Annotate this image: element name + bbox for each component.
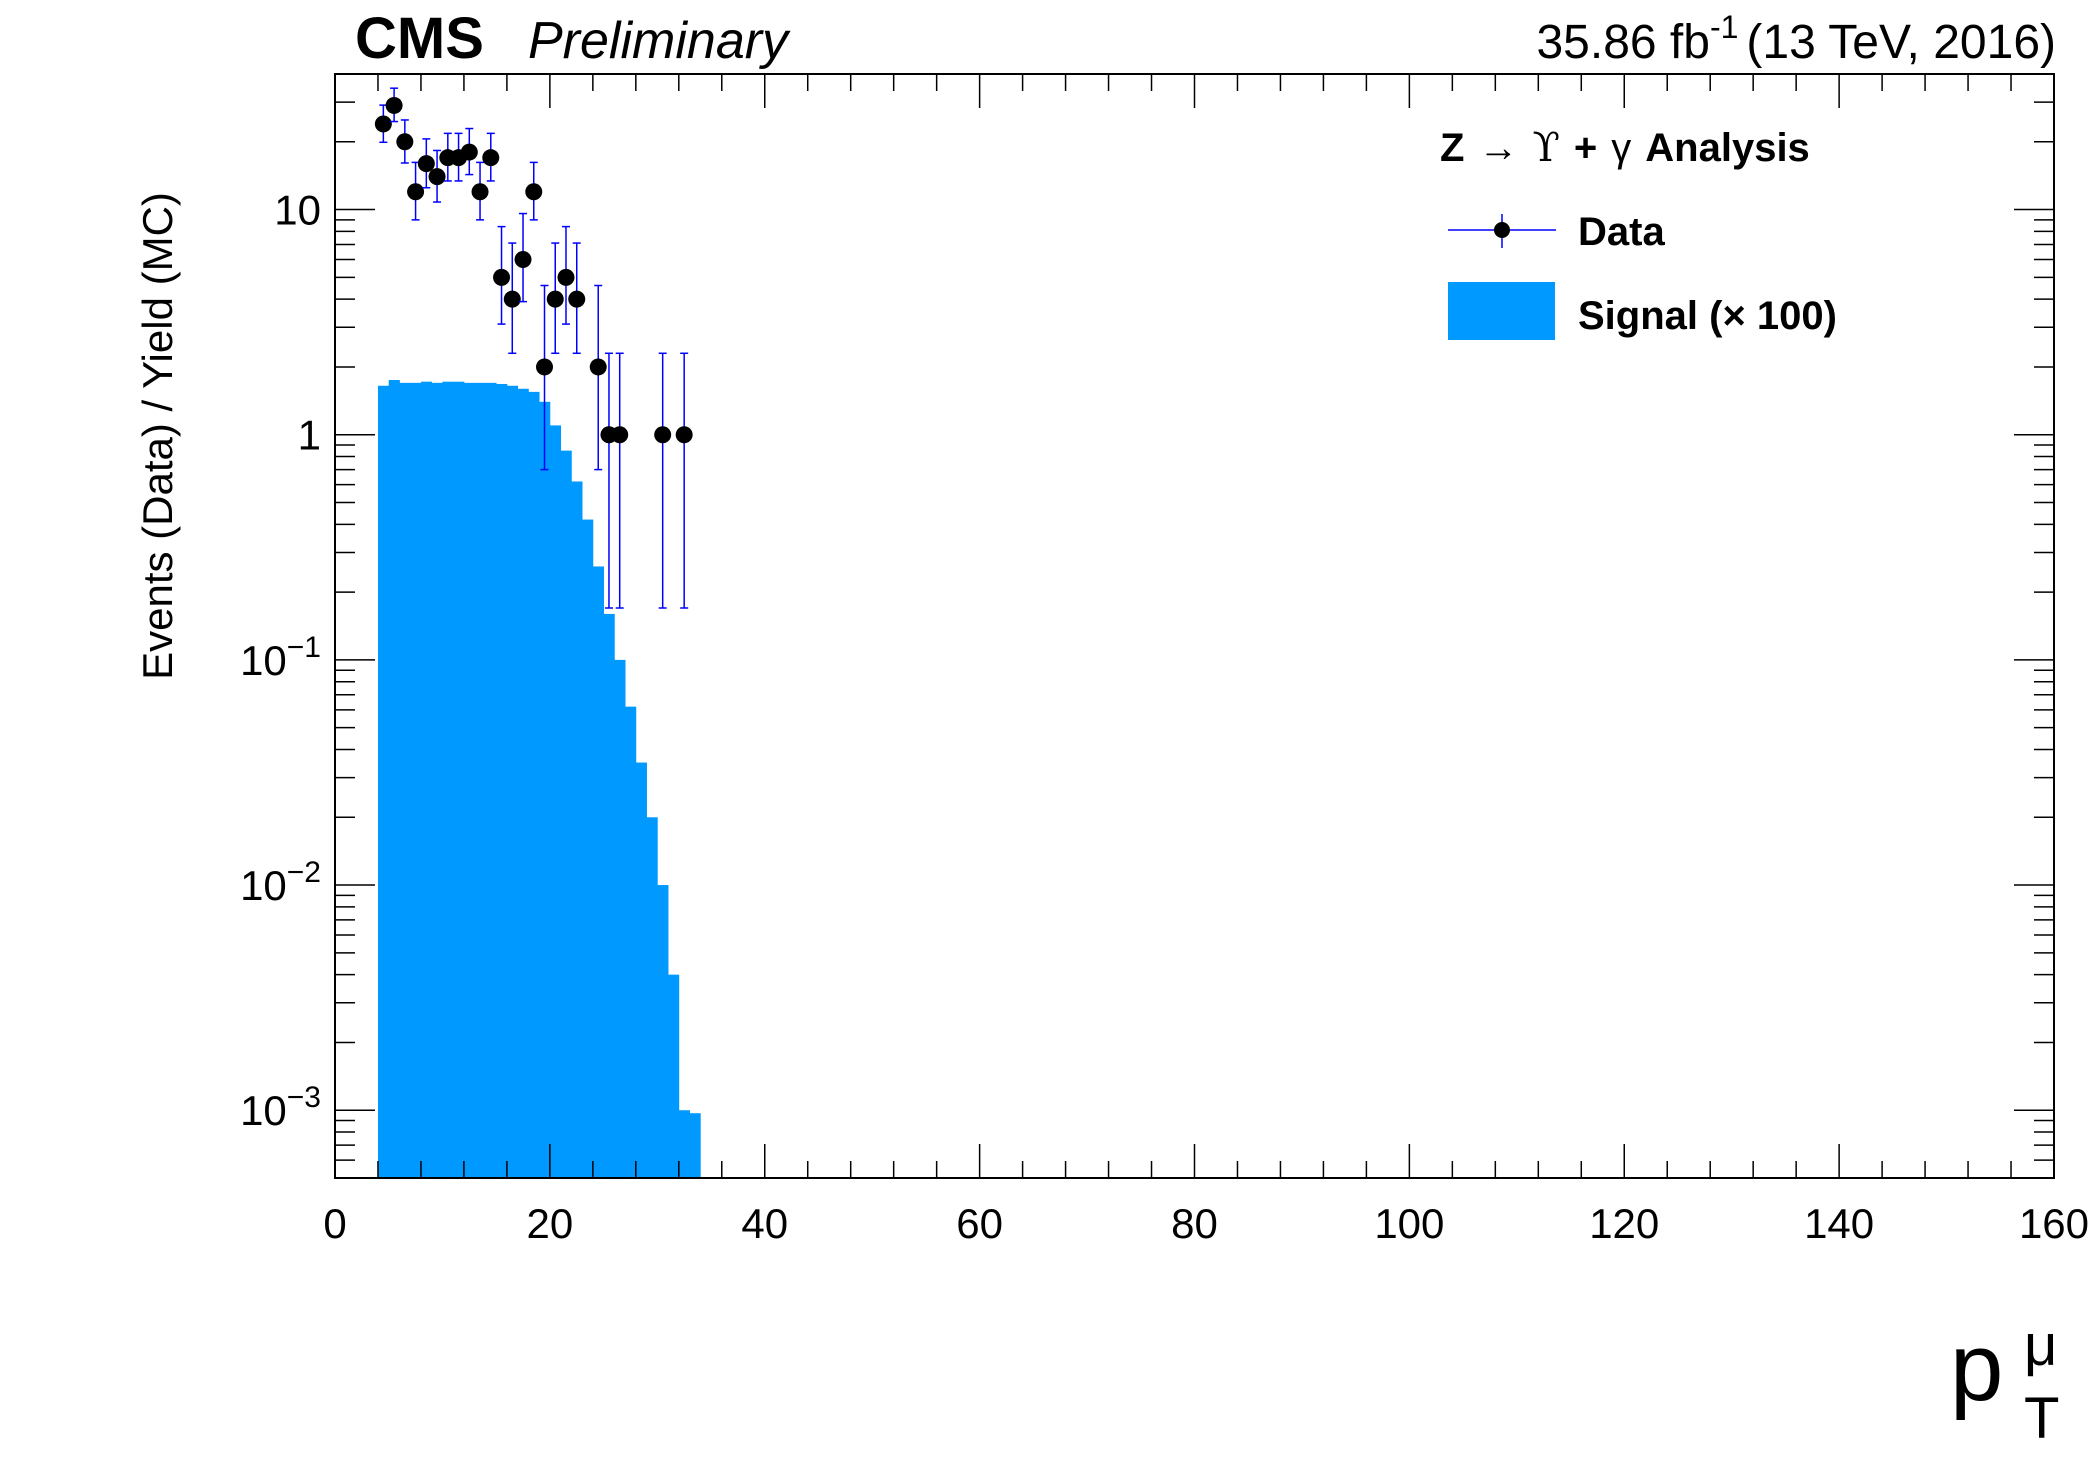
data-point bbox=[525, 183, 543, 201]
signal-bar bbox=[528, 391, 540, 1178]
x-axis-title-base: p bbox=[1950, 1314, 2003, 1421]
signal-bar bbox=[560, 450, 572, 1178]
signal-bar bbox=[431, 382, 443, 1178]
experiment-label: CMS bbox=[355, 6, 484, 71]
signal-bar bbox=[646, 817, 658, 1178]
signal-histogram bbox=[377, 380, 701, 1179]
legend-data-marker bbox=[1494, 222, 1510, 238]
data-point bbox=[374, 115, 392, 133]
y-axis-title: Events (Data) / Yield (MC) bbox=[134, 192, 181, 680]
data-point bbox=[568, 290, 586, 308]
legend: Z → ϒ + γ Analysis Data Signal (× 100) bbox=[1440, 125, 1837, 340]
y-tick-label: 10−2 bbox=[240, 856, 321, 909]
signal-bar bbox=[463, 382, 476, 1178]
data-point bbox=[611, 426, 629, 444]
y-axis-tick-labels: 10−3 10−2 10−1 1 10 bbox=[240, 187, 321, 1135]
signal-bar bbox=[678, 1110, 690, 1178]
signal-bar bbox=[485, 382, 497, 1178]
signal-bar bbox=[453, 381, 465, 1179]
y-tick-label: 10−3 bbox=[240, 1081, 321, 1134]
signal-bar bbox=[388, 380, 400, 1178]
data-point bbox=[536, 358, 554, 376]
signal-bar bbox=[614, 659, 626, 1178]
signal-bar bbox=[625, 706, 637, 1178]
x-axis-title-sup: μ bbox=[2024, 1313, 2057, 1378]
data-series bbox=[374, 87, 693, 609]
y-tick-label: 10−1 bbox=[240, 631, 321, 684]
x-tick-label: 60 bbox=[956, 1200, 1003, 1247]
x-axis-title-sub: T bbox=[2024, 1386, 2059, 1451]
legend-data-label: Data bbox=[1578, 210, 1665, 254]
signal-bar bbox=[442, 381, 454, 1179]
signal-bar bbox=[399, 382, 411, 1178]
signal-bar bbox=[592, 566, 604, 1178]
signal-bar bbox=[377, 385, 390, 1179]
signal-bar bbox=[582, 519, 594, 1178]
signal-bar bbox=[496, 383, 508, 1178]
signal-bar bbox=[657, 885, 669, 1178]
data-point bbox=[428, 168, 446, 186]
data-point bbox=[503, 290, 521, 308]
data-point bbox=[471, 183, 489, 201]
lumi-label: 35.86 fb-1 (13 TeV, 2016) bbox=[1536, 9, 2056, 69]
data-point bbox=[514, 251, 532, 269]
data-point bbox=[589, 358, 607, 376]
lumi-value: 35.86 fb bbox=[1536, 16, 1709, 69]
signal-bar bbox=[668, 974, 680, 1178]
x-tick-label: 40 bbox=[741, 1200, 788, 1247]
legend-signal-label: Signal (× 100) bbox=[1578, 294, 1837, 338]
data-point bbox=[407, 183, 425, 201]
status-label: Preliminary bbox=[528, 12, 791, 70]
data-point bbox=[546, 290, 564, 308]
energy-label: (13 TeV, 2016) bbox=[1746, 16, 2056, 69]
data-point bbox=[417, 155, 435, 173]
x-tick-label: 100 bbox=[1374, 1200, 1444, 1247]
data-point bbox=[460, 143, 478, 161]
x-axis-tick-labels: 0 20 40 60 80 100 120 140 160 bbox=[323, 1200, 2089, 1247]
signal-bar bbox=[635, 762, 647, 1178]
data-point bbox=[396, 133, 414, 151]
legend-signal-swatch bbox=[1448, 282, 1555, 340]
signal-bar bbox=[517, 388, 529, 1178]
signal-bar bbox=[539, 401, 551, 1178]
x-tick-label: 160 bbox=[2019, 1200, 2089, 1247]
data-point bbox=[654, 426, 672, 444]
y-tick-label: 1 bbox=[298, 412, 321, 459]
x-tick-label: 120 bbox=[1589, 1200, 1659, 1247]
x-axis-ticks bbox=[334, 74, 2055, 1178]
data-point bbox=[482, 149, 500, 167]
x-tick-label: 140 bbox=[1804, 1200, 1874, 1247]
signal-bar bbox=[420, 381, 433, 1179]
data-point bbox=[675, 426, 693, 444]
data-point bbox=[385, 96, 403, 114]
signal-bar bbox=[410, 382, 422, 1178]
y-tick-label: 10 bbox=[274, 187, 321, 234]
signal-bar bbox=[549, 425, 562, 1178]
data-point bbox=[557, 268, 575, 286]
signal-bar bbox=[506, 385, 519, 1179]
x-tick-label: 20 bbox=[527, 1200, 574, 1247]
signal-bar bbox=[571, 481, 583, 1178]
x-tick-label: 80 bbox=[1171, 1200, 1218, 1247]
signal-bar bbox=[689, 1113, 701, 1178]
lumi-exponent: -1 bbox=[1710, 9, 1738, 45]
signal-bar bbox=[474, 382, 486, 1178]
legend-title: Z → ϒ + γ Analysis bbox=[1440, 125, 1810, 171]
x-tick-label: 0 bbox=[323, 1200, 346, 1247]
y-axis-ticks bbox=[335, 73, 2054, 1179]
data-point bbox=[493, 268, 511, 286]
signal-bar bbox=[603, 613, 615, 1178]
